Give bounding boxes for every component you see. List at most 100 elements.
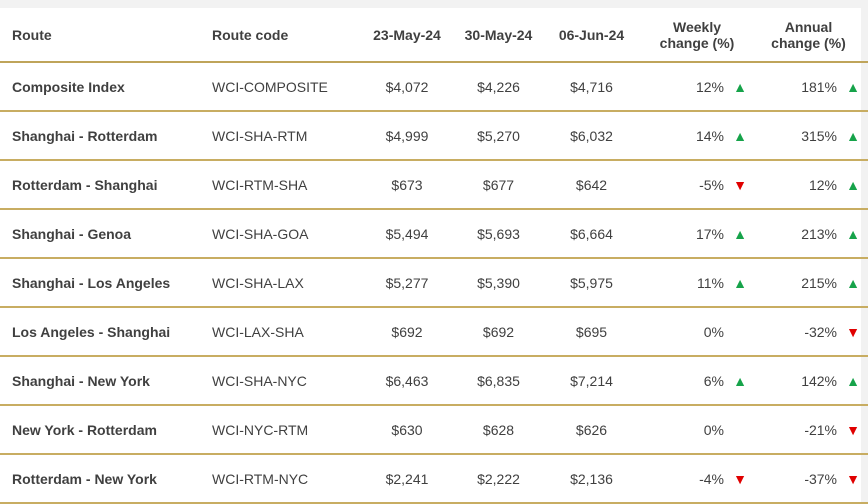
header-date-2: 30-May-24 (452, 8, 545, 63)
triangle-up-icon: ▲ (846, 372, 860, 389)
rate-date-3: $626 (545, 405, 638, 455)
weekly-change-value: 12% (695, 78, 724, 95)
route-name: Composite Index (0, 62, 212, 112)
triangle-up-icon: ▲ (733, 372, 747, 389)
annual-change: 142% ▲ (756, 356, 868, 406)
rate-date-1: $6,463 (362, 356, 452, 406)
weekly-change: 11% ▲ (638, 258, 756, 308)
triangle-up-icon: ▲ (846, 127, 860, 144)
annual-change-value: -32% (804, 323, 837, 340)
weekly-change-value: -4% (699, 470, 724, 487)
rate-date-1: $2,241 (362, 454, 452, 504)
route-name: Shanghai - Genoa (0, 209, 212, 259)
header-weekly-line2: change (%) (659, 34, 735, 51)
rate-date-3: $695 (545, 307, 638, 357)
header-route: Route (0, 8, 212, 63)
rate-date-1: $5,494 (362, 209, 452, 259)
triangle-down-icon: ▼ (733, 176, 747, 193)
header-annual-line1: Annual (784, 18, 833, 35)
rate-date-1: $4,999 (362, 111, 452, 161)
route-name: New York - Rotterdam (0, 405, 212, 455)
annual-change-value: 215% (801, 274, 837, 291)
triangle-up-icon: ▲ (733, 127, 747, 144)
no-change-spacer: ▲ (732, 324, 748, 340)
rate-date-2: $677 (452, 160, 545, 210)
triangle-down-icon: ▼ (733, 470, 747, 487)
route-code: WCI-SHA-LAX (212, 258, 362, 308)
triangle-up-icon: ▲ (733, 274, 747, 291)
rate-date-2: $5,270 (452, 111, 545, 161)
table-header-row: Route Route code 23-May-24 30-May-24 06-… (0, 8, 868, 63)
annual-change: 315% ▲ (756, 111, 868, 161)
rate-date-3: $6,664 (545, 209, 638, 259)
annual-change-value: 315% (801, 127, 837, 144)
header-date-3: 06-Jun-24 (545, 8, 638, 63)
rate-date-1: $692 (362, 307, 452, 357)
header-date-1: 23-May-24 (362, 8, 452, 63)
annual-change-value: 181% (801, 78, 837, 95)
weekly-change: 0% ▲ (638, 307, 756, 357)
triangle-up-icon: ▲ (846, 225, 860, 242)
header-annual-line2: change (%) (771, 34, 846, 51)
weekly-change: 12% ▲ (638, 62, 756, 112)
rate-date-3: $642 (545, 160, 638, 210)
annual-change: 12% ▲ (756, 160, 868, 210)
rate-date-2: $5,693 (452, 209, 545, 259)
route-name: Rotterdam - Shanghai (0, 160, 212, 210)
route-code: WCI-RTM-SHA (212, 160, 362, 210)
table-row: Shanghai - Rotterdam WCI-SHA-RTM $4,999 $5,… (0, 111, 868, 161)
weekly-change: -4% ▼ (638, 454, 756, 504)
rate-date-2: $5,390 (452, 258, 545, 308)
rate-date-3: $4,716 (545, 62, 638, 112)
rate-date-3: $6,032 (545, 111, 638, 161)
annual-change: -32% ▼ (756, 307, 868, 357)
weekly-change-value: -5% (699, 176, 724, 193)
table-body: Composite Index WCI-COMPOSITE $4,072 $4,226… (0, 62, 868, 504)
weekly-change-value: 0% (703, 323, 724, 340)
weekly-change: 0% ▲ (638, 405, 756, 455)
rate-date-2: $4,226 (452, 62, 545, 112)
table-row: Los Angeles - Shanghai WCI-LAX-SHA $692 $69… (0, 307, 868, 357)
route-code: WCI-RTM-NYC (212, 454, 362, 504)
triangle-down-icon: ▼ (846, 421, 860, 438)
no-change-spacer: ▲ (732, 422, 748, 438)
rate-date-3: $5,975 (545, 258, 638, 308)
annual-change-value: 142% (801, 372, 837, 389)
annual-change-value: 12% (808, 176, 837, 193)
weekly-change: 14% ▲ (638, 111, 756, 161)
table-row: New York - Rotterdam WCI-NYC-RTM $630 $628 $… (0, 405, 868, 455)
rate-date-1: $630 (362, 405, 452, 455)
rate-date-3: $2,136 (545, 454, 638, 504)
rate-date-2: $6,835 (452, 356, 545, 406)
triangle-down-icon: ▼ (846, 323, 860, 340)
weekly-change-value: 11% (697, 274, 724, 291)
annual-change: 213% ▲ (756, 209, 868, 259)
annual-change-value: -21% (804, 421, 837, 438)
rate-date-2: $628 (452, 405, 545, 455)
weekly-change-value: 17% (695, 225, 724, 242)
rate-date-1: $5,277 (362, 258, 452, 308)
triangle-up-icon: ▲ (846, 176, 860, 193)
table-row: Rotterdam - Shanghai WCI-RTM-SHA $673 $677 $… (0, 160, 868, 210)
route-name: Los Angeles - Shanghai (0, 307, 212, 357)
table-row: Shanghai - Los Angeles WCI-SHA-LAX $5,277 $… (0, 258, 868, 308)
triangle-up-icon: ▲ (846, 274, 860, 291)
header-weekly-line1: Weekly (673, 18, 721, 35)
route-code: WCI-SHA-NYC (212, 356, 362, 406)
rate-date-2: $2,222 (452, 454, 545, 504)
route-name: Shanghai - Rotterdam (0, 111, 212, 161)
rate-date-1: $673 (362, 160, 452, 210)
route-name: Shanghai - New York (0, 356, 212, 406)
rates-table-card: Route Route code 23-May-24 30-May-24 06-… (0, 8, 868, 504)
header-annual-change: Annual change (%) (756, 8, 868, 63)
triangle-up-icon: ▲ (846, 78, 860, 95)
rate-date-3: $7,214 (545, 356, 638, 406)
table-row: Shanghai - Genoa WCI-SHA-GOA $5,494 $5,693 $… (0, 209, 868, 259)
annual-change: -37% ▼ (756, 454, 868, 504)
triangle-up-icon: ▲ (733, 78, 747, 95)
table-row: Shanghai - New York WCI-SHA-NYC $6,463 $6,8… (0, 356, 868, 406)
weekly-change: 6% ▲ (638, 356, 756, 406)
header-weekly-change: Weekly change (%) (638, 8, 756, 63)
annual-change: 181% ▲ (756, 62, 868, 112)
annual-change-value: 213% (801, 225, 837, 242)
